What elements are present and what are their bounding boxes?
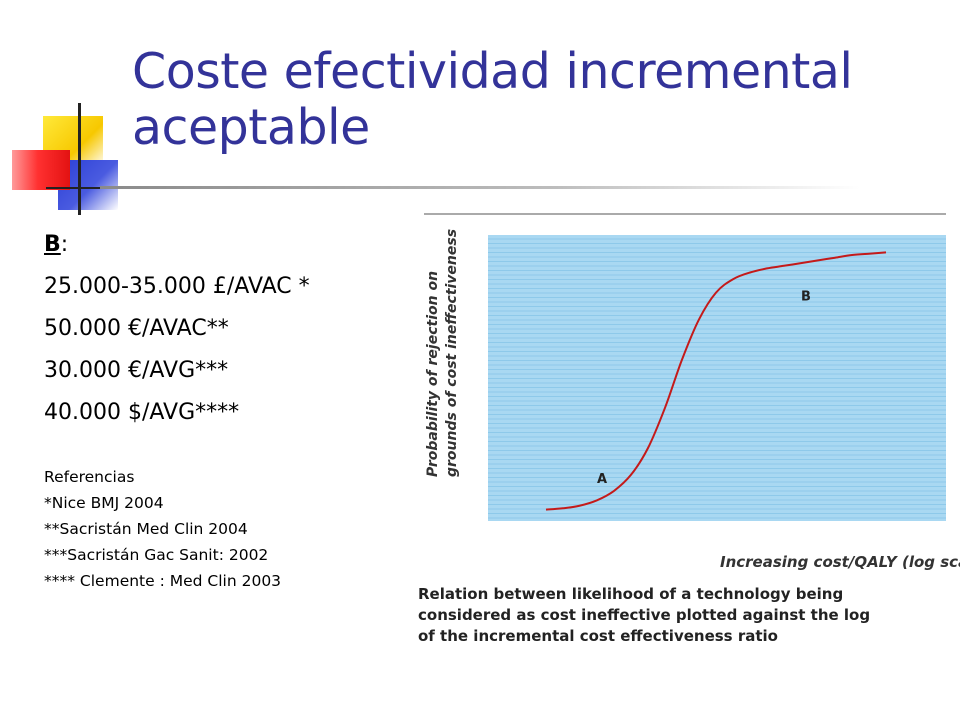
- chart-svg: AB: [424, 213, 946, 521]
- annotations: AB: [597, 290, 811, 487]
- x-axis-label: Increasing cost/QALY (log scale): [720, 553, 960, 571]
- plot-grid: [488, 238, 946, 519]
- reference-1: *Nice BMJ 2004: [44, 494, 164, 512]
- y-axis-label-line2: grounds of cost ineffectiveness: [444, 228, 460, 477]
- reference-3: ***Sacristán Gac Sanit: 2002: [44, 546, 269, 564]
- annotation-b: B: [801, 290, 811, 305]
- threshold-line-1: 25.000-35.000 £/AVAC *: [44, 274, 310, 299]
- slide-title-line1: Coste efectividad incremental: [132, 43, 853, 100]
- reference-2: **Sacristán Med Clin 2004: [44, 520, 248, 538]
- heading-label: B: [44, 232, 61, 257]
- corner-logo: [0, 0, 140, 230]
- logo-horizontal-line: [46, 187, 140, 189]
- annotation-a: A: [597, 472, 607, 487]
- chart-caption: Relation between likelihood of a technol…: [418, 585, 871, 645]
- logo-red-square: [12, 150, 70, 190]
- threshold-line-2: 50.000 €/AVAC**: [44, 316, 229, 341]
- logo-vertical-line: [78, 103, 81, 215]
- sigmoid-line: [545, 251, 887, 511]
- heading-colon: :: [60, 232, 69, 257]
- references-title: Referencias: [44, 468, 135, 486]
- slide-title-line2: aceptable: [132, 99, 370, 156]
- heading-line: B:: [44, 224, 414, 266]
- y-axis-label: Probability of rejection on grounds of c…: [424, 217, 464, 477]
- title-divider: [100, 186, 860, 189]
- threshold-line-4: 40.000 $/AVG****: [44, 400, 240, 425]
- left-text-block: B: 25.000-35.000 £/AVAC * 50.000 €/AVAC*…: [44, 224, 414, 594]
- threshold-line-3: 30.000 €/AVG***: [44, 358, 229, 383]
- y-axis-label-line1: Probability of rejection on: [425, 270, 441, 477]
- reference-4: **** Clemente : Med Clin 2003: [44, 572, 282, 590]
- slide-title: Coste efectividad incremental aceptable: [132, 44, 932, 156]
- references: Referencias *Nice BMJ 2004 **Sacristán M…: [44, 464, 414, 594]
